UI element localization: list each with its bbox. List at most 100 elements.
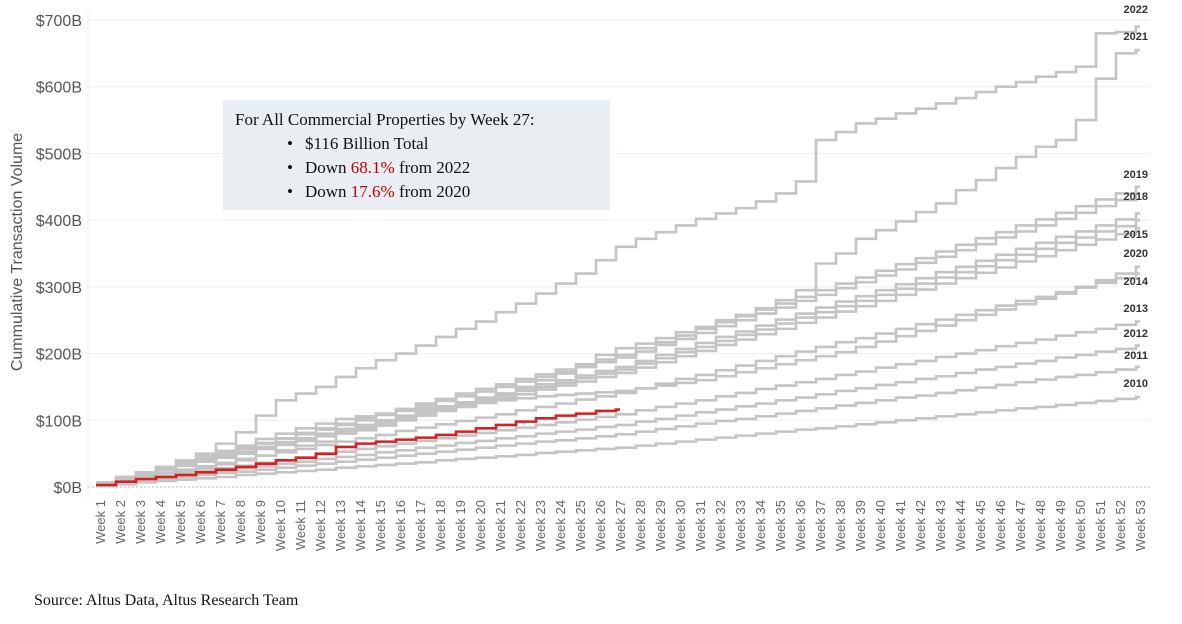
x-tick-label: Week 31 [693, 500, 708, 551]
series-label-2010: 2010 [1124, 378, 1148, 390]
x-tick-label: Week 32 [713, 500, 728, 551]
x-tick-label: Week 23 [533, 500, 548, 551]
x-tick-label: Week 4 [153, 500, 168, 544]
x-axis-ticks: Week 1 Week 2 Week 3 Week 4 Week 5 Week 6 Week… [93, 500, 1148, 551]
x-tick-label: Week 18 [433, 500, 448, 551]
y-tick-label: $700B [36, 13, 82, 30]
series-line-2020 [96, 265, 1140, 485]
y-axis-ticks: $0B $100B $200B $300B $400B $500B $600B $700B [36, 13, 82, 497]
x-tick-label: Week 46 [993, 500, 1008, 551]
x-tick-label: Week 36 [793, 500, 808, 551]
series-line-2014 [96, 272, 1140, 485]
series-label-2015: 2015 [1124, 229, 1148, 241]
x-tick-label: Week 33 [733, 500, 748, 551]
series-line-2022 [96, 25, 1140, 485]
x-tick-label: Week 38 [833, 500, 848, 551]
x-tick-label: Week 34 [753, 500, 768, 551]
x-tick-label: Week 15 [373, 500, 388, 551]
from-2022-text: from 2022 [394, 158, 471, 177]
x-tick-label: Week 21 [493, 500, 508, 551]
x-tick-label: Week 49 [1053, 500, 1068, 551]
series-label-2013: 2013 [1124, 303, 1148, 315]
x-tick-label: Week 5 [173, 500, 188, 544]
y-axis-label: Cummulative Transaction Volume [9, 133, 26, 371]
x-tick-label: Week 12 [313, 500, 328, 551]
y-tick-label: $200B [36, 347, 82, 364]
series-line-2011 [96, 365, 1140, 487]
from-2020-text: from 2020 [394, 182, 471, 201]
annotation-bullet-total: $116 Billion Total [291, 132, 610, 156]
series-label-2018: 2018 [1124, 191, 1148, 203]
series-label-2012: 2012 [1124, 328, 1148, 340]
source-note: Source: Altus Data, Altus Research Team [34, 592, 299, 609]
gridlines [87, 10, 1150, 500]
pct-vs-2020: 17.6% [350, 182, 395, 201]
down-text: Down [304, 158, 351, 177]
x-tick-label: Week 2 [113, 500, 128, 544]
down-text: Down [304, 182, 351, 201]
y-tick-label: $0B [54, 480, 82, 497]
x-tick-label: Week 51 [1093, 500, 1108, 551]
x-tick-label: Week 44 [953, 500, 968, 551]
y-tick-label: $100B [36, 413, 82, 430]
series-line-2010 [96, 395, 1140, 487]
series-label-2021: 2021 [1124, 31, 1148, 43]
annotation-bullet-2022: Down 68.1% from 2022 [291, 156, 610, 180]
x-tick-label: Week 30 [673, 500, 688, 551]
x-tick-label: Week 16 [393, 500, 408, 551]
x-tick-label: Week 10 [273, 500, 288, 551]
y-tick-label: $600B [36, 80, 82, 97]
x-tick-label: Week 40 [873, 500, 888, 551]
x-tick-label: Week 41 [893, 500, 908, 551]
x-tick-label: Week 37 [813, 500, 828, 551]
x-tick-label: Week 26 [593, 500, 608, 551]
series-lines [96, 25, 1140, 487]
series-label-2014: 2014 [1124, 276, 1149, 288]
x-tick-label: Week 6 [193, 500, 208, 544]
x-tick-label: Week 35 [773, 500, 788, 551]
x-tick-label: Week 42 [913, 500, 928, 551]
series-label-2022: 2022 [1124, 4, 1148, 16]
series-line-2019 [96, 185, 1140, 484]
x-tick-label: Week 20 [473, 500, 488, 551]
x-tick-label: Week 17 [413, 500, 428, 551]
x-tick-label: Week 53 [1133, 500, 1148, 551]
series-line-2015 [96, 226, 1140, 485]
x-tick-label: Week 47 [1013, 500, 1028, 551]
x-tick-label: Week 13 [333, 500, 348, 551]
x-tick-label: Week 43 [933, 500, 948, 551]
x-tick-label: Week 11 [293, 500, 308, 550]
y-tick-label: $500B [36, 146, 82, 163]
x-tick-label: Week 1 [93, 500, 108, 544]
series-line-2012 [96, 344, 1140, 487]
total-text: $116 Billion Total [304, 134, 429, 153]
x-tick-label: Week 9 [253, 500, 268, 544]
x-tick-label: Week 29 [653, 500, 668, 551]
series-line-current [96, 408, 620, 487]
x-tick-label: Week 28 [633, 500, 648, 551]
x-tick-label: Week 14 [353, 500, 368, 551]
annotation-bullet-2020: Down 17.6% from 2020 [291, 180, 610, 204]
x-tick-label: Week 7 [213, 500, 228, 544]
summary-annotation: For All Commercial Properties by Week 27… [223, 100, 610, 210]
x-tick-label: Week 39 [853, 500, 868, 551]
x-tick-label: Week 52 [1113, 500, 1128, 551]
x-tick-label: Week 24 [553, 500, 568, 551]
x-tick-label: Week 48 [1033, 500, 1048, 551]
x-tick-label: Week 3 [133, 500, 148, 544]
pct-vs-2022: 68.1% [350, 158, 395, 177]
series-label-2020: 2020 [1124, 248, 1148, 260]
x-tick-label: Week 50 [1073, 500, 1088, 551]
series-label-2011: 2011 [1124, 350, 1148, 362]
x-tick-label: Week 25 [573, 500, 588, 551]
x-tick-label: Week 45 [973, 500, 988, 551]
x-tick-label: Week 8 [233, 500, 248, 544]
x-tick-label: Week 27 [613, 500, 628, 551]
annotation-title: For All Commercial Properties by Week 27… [235, 110, 535, 129]
x-tick-label: Week 19 [453, 500, 468, 551]
y-tick-label: $400B [36, 213, 82, 230]
x-tick-label: Week 22 [513, 500, 528, 551]
series-label-2019: 2019 [1124, 169, 1148, 181]
series-labels: 2022 2021 2019 2018 2015 2020 2014 2013 2012 2011… [1124, 4, 1149, 390]
